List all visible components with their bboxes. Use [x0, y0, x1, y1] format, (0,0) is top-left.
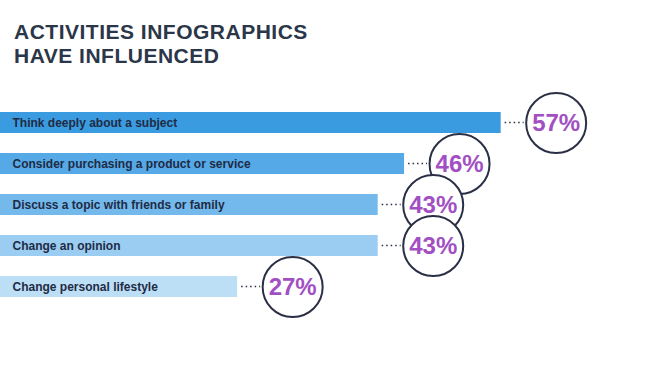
svg-text:Discuss a topic with friends o: Discuss a topic with friends or family	[13, 198, 225, 212]
svg-text:Consider purchasing a product: Consider purchasing a product or service	[13, 157, 251, 171]
svg-text:57%: 57%	[532, 109, 580, 136]
svg-text:Think deeply about a subject: Think deeply about a subject	[13, 116, 178, 130]
svg-text:Change personal lifestyle: Change personal lifestyle	[13, 280, 159, 294]
html-text:ACTIVITIES INFOGRAPHICS HAVE I: ACTIVITIES INFOGRAPHICS HAVE INFLUENCED	[14, 20, 308, 67]
svg-text:27%: 27%	[269, 273, 317, 300]
svg-text:43%: 43%	[409, 191, 457, 218]
svg-text:Change an opinion: Change an opinion	[13, 239, 121, 253]
svg-text:46%: 46%	[436, 150, 484, 177]
svg-text:43%: 43%	[409, 232, 457, 259]
